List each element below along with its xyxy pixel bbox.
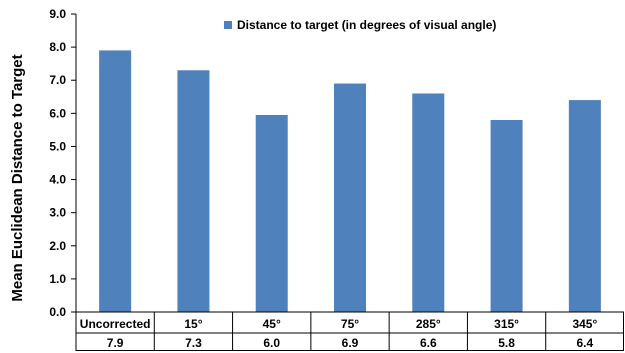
y-tick-label: 4.0	[49, 173, 66, 187]
value-label: 6.0	[263, 336, 280, 350]
value-label: 6.6	[420, 336, 437, 350]
y-tick-label: 0.0	[49, 305, 66, 319]
y-tick-label: 5.0	[49, 139, 66, 153]
y-tick-label: 3.0	[49, 206, 66, 220]
bar	[412, 93, 445, 312]
y-tick-label: 9.0	[49, 7, 66, 21]
value-label: 7.9	[107, 336, 124, 350]
data-table: Uncorrected 7.9 15° 7.3 45° 6.0 75° 6.9 285° 6.6 3…	[76, 311, 624, 351]
bar	[177, 70, 210, 313]
category-label: 285°	[416, 317, 441, 331]
bar	[99, 50, 132, 313]
bars	[99, 50, 601, 313]
legend: Distance to target (in degrees of visual…	[224, 18, 496, 32]
category-label: 45°	[263, 317, 281, 331]
category-label: 345°	[572, 317, 597, 331]
category-label: 315°	[494, 317, 519, 331]
category-label: 75°	[341, 317, 359, 331]
y-tick-label: 7.0	[49, 73, 66, 87]
value-label: 7.3	[185, 336, 202, 350]
legend-label: Distance to target (in degrees of visual…	[237, 18, 496, 32]
category-label: Uncorrected	[80, 317, 151, 331]
y-tick-label: 1.0	[49, 272, 66, 286]
value-label: 6.4	[577, 336, 594, 350]
bar	[490, 119, 523, 312]
category-label: 15°	[184, 317, 202, 331]
y-tick-label: 6.0	[49, 106, 66, 120]
y-tick-label: 8.0	[49, 40, 66, 54]
y-ticks: 0.0 1.0 2.0 3.0 4.0 5.0 6.0 7.0 8.0 9.0	[49, 7, 76, 319]
y-tick-label: 2.0	[49, 239, 66, 253]
bar	[568, 100, 601, 312]
value-label: 5.8	[498, 336, 515, 350]
bar	[334, 83, 366, 313]
bar	[255, 114, 288, 312]
y-axis-label: Mean Euclidean Distance to Target	[9, 54, 26, 301]
legend-swatch	[224, 21, 232, 29]
value-label: 6.9	[342, 336, 359, 350]
